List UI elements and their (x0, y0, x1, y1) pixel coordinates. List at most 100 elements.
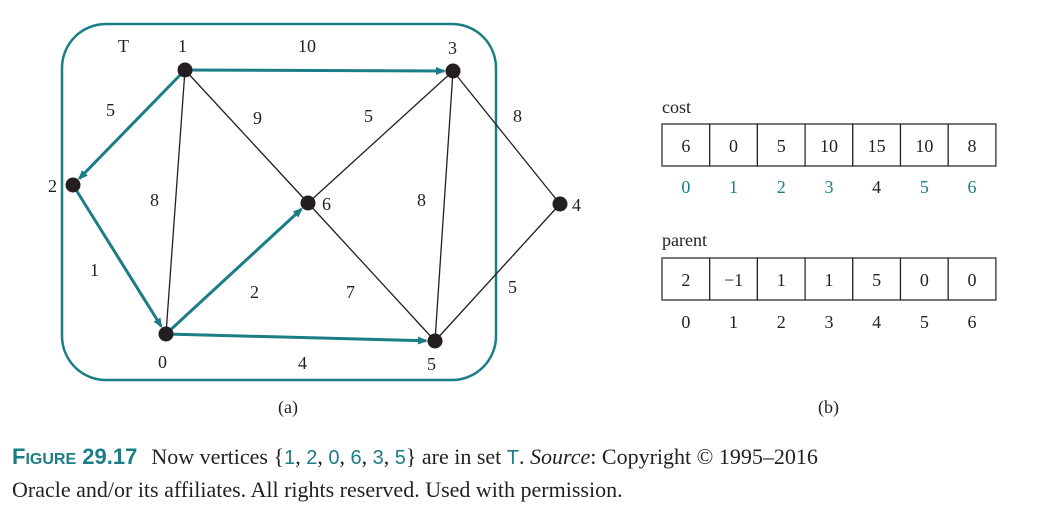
cost-table-value-1: 0 (729, 136, 738, 156)
cost-table-index-4: 4 (872, 177, 881, 197)
parent-table-cell-1 (709, 257, 759, 301)
edge-weight-1-0: 8 (150, 190, 159, 210)
edge-weight-1-6: 9 (253, 108, 262, 128)
cost-table-index-3: 3 (824, 177, 833, 197)
vertex-2 (65, 177, 81, 193)
parent-table-value-0: 2 (681, 270, 690, 290)
caption-set-1: 2 (306, 447, 318, 469)
edge-0-6 (164, 207, 303, 336)
edge-weight-3-4: 8 (513, 106, 522, 126)
cost-table-value-3: 10 (820, 136, 838, 156)
parent-table-cell-0 (661, 257, 711, 301)
parent-table-index-0: 0 (681, 312, 690, 332)
edge-weight-6-5: 7 (346, 282, 355, 302)
edge-1-6 (184, 69, 309, 204)
caption-set-3: 6 (350, 447, 362, 469)
edge-1-3 (184, 66, 447, 75)
edge-1-2 (77, 68, 187, 180)
caption-text-1: Now vertices { (151, 444, 285, 469)
cost-table-index-2: 2 (777, 177, 786, 197)
caption-set-2: 0 (328, 447, 340, 469)
edge-weight-0-6: 2 (250, 282, 259, 302)
parent-table-index-4: 4 (872, 312, 881, 332)
edge-weight-2-0: 1 (90, 260, 99, 280)
vertex-6 (300, 195, 316, 211)
sublabel-b: (b) (818, 397, 839, 418)
set-t-boundary (60, 22, 498, 382)
edge-3-4 (452, 70, 561, 205)
edge-0-5 (165, 332, 429, 345)
parent-table-value-4: 5 (872, 270, 881, 290)
parent-table-index-2: 2 (777, 312, 786, 332)
cost-table-value-0: 6 (681, 136, 690, 156)
edge-3-5 (434, 70, 454, 342)
vertex-3 (445, 63, 461, 79)
parent-table-cell-5 (899, 257, 949, 301)
edge-5-4 (434, 203, 561, 342)
parent-title: parent (662, 230, 707, 250)
cost-table-cell-0 (661, 123, 711, 167)
parent-table-cell-4 (852, 257, 902, 301)
parent-table: 2 0 −1 1 1 2 1 3 5 4 0 5 0 6 (661, 257, 997, 332)
vertex-5 (427, 333, 443, 349)
vertex-label-6: 6 (322, 194, 331, 214)
parent-table-index-6: 6 (968, 312, 977, 332)
cost-table-index-0: 0 (681, 177, 690, 197)
cost-table-value-4: 15 (868, 136, 886, 156)
parent-table-value-1: −1 (724, 270, 743, 290)
figure-caption: FIGURE 29.17 Now vertices {1, 2, 0, 6, 3,… (12, 444, 818, 502)
edge-weight-0-5: 4 (298, 353, 307, 373)
edge-weight-3-5: 8 (417, 190, 426, 210)
cost-table-index-6: 6 (968, 177, 977, 197)
caption-line-2: Oracle and/or its affiliates. All rights… (12, 477, 623, 502)
cost-table-index-1: 1 (729, 177, 738, 197)
vertex-label-0: 0 (158, 352, 167, 372)
parent-table-index-3: 3 (824, 312, 833, 332)
vertex-label-3: 3 (448, 38, 457, 58)
set-t-label: T (118, 36, 129, 56)
caption-source-label: Source (530, 444, 591, 469)
caption-text-3: . (519, 444, 530, 469)
cost-table-value-5: 10 (915, 136, 933, 156)
cost-table-cell-1 (709, 123, 759, 167)
parent-table-cell-2 (756, 257, 806, 301)
edge-6-5 (307, 202, 436, 342)
cost-table-value-2: 5 (777, 136, 786, 156)
vertices-layer: 0 1 2 3 4 5 6 (48, 36, 581, 374)
parent-table-index-1: 1 (729, 312, 738, 332)
caption-text-2: } are in set (405, 444, 507, 469)
cost-table-cell-6 (947, 123, 997, 167)
figure-label: FIGURE 29.17 (12, 444, 138, 469)
vertex-0 (158, 326, 174, 342)
parent-table-value-6: 0 (968, 270, 977, 290)
edge-2-0 (71, 184, 163, 329)
vertex-label-4: 4 (572, 195, 581, 215)
edge-6-3 (307, 70, 454, 204)
parent-table-value-5: 0 (920, 270, 929, 290)
parent-table-value-3: 1 (824, 270, 833, 290)
edges-layer (71, 66, 561, 345)
vertex-1 (177, 62, 193, 78)
vertex-label-2: 2 (48, 176, 57, 196)
edge-weight-5-4: 5 (508, 277, 517, 297)
edge-1-0 (165, 69, 186, 335)
caption-set-name: T (506, 447, 519, 469)
cost-title: cost (662, 97, 691, 117)
parent-table-value-2: 1 (777, 270, 786, 290)
edge-weight-6-3: 5 (364, 106, 373, 126)
edge-weight-1-3: 10 (298, 36, 316, 56)
cost-table-value-6: 8 (968, 136, 977, 156)
cost-table-index-5: 5 (920, 177, 929, 197)
parent-table-cell-6 (947, 257, 997, 301)
vertex-label-5: 5 (427, 354, 436, 374)
caption-set-5: 5 (394, 447, 406, 469)
caption-source-text: : Copyright © 1995–2016 (590, 444, 818, 469)
vertex-label-1: 1 (178, 36, 187, 56)
caption-set-0: 1 (284, 447, 296, 469)
edge-weight-1-2: 5 (106, 100, 115, 120)
vertex-4 (552, 196, 568, 212)
caption-set-4: 3 (372, 447, 384, 469)
